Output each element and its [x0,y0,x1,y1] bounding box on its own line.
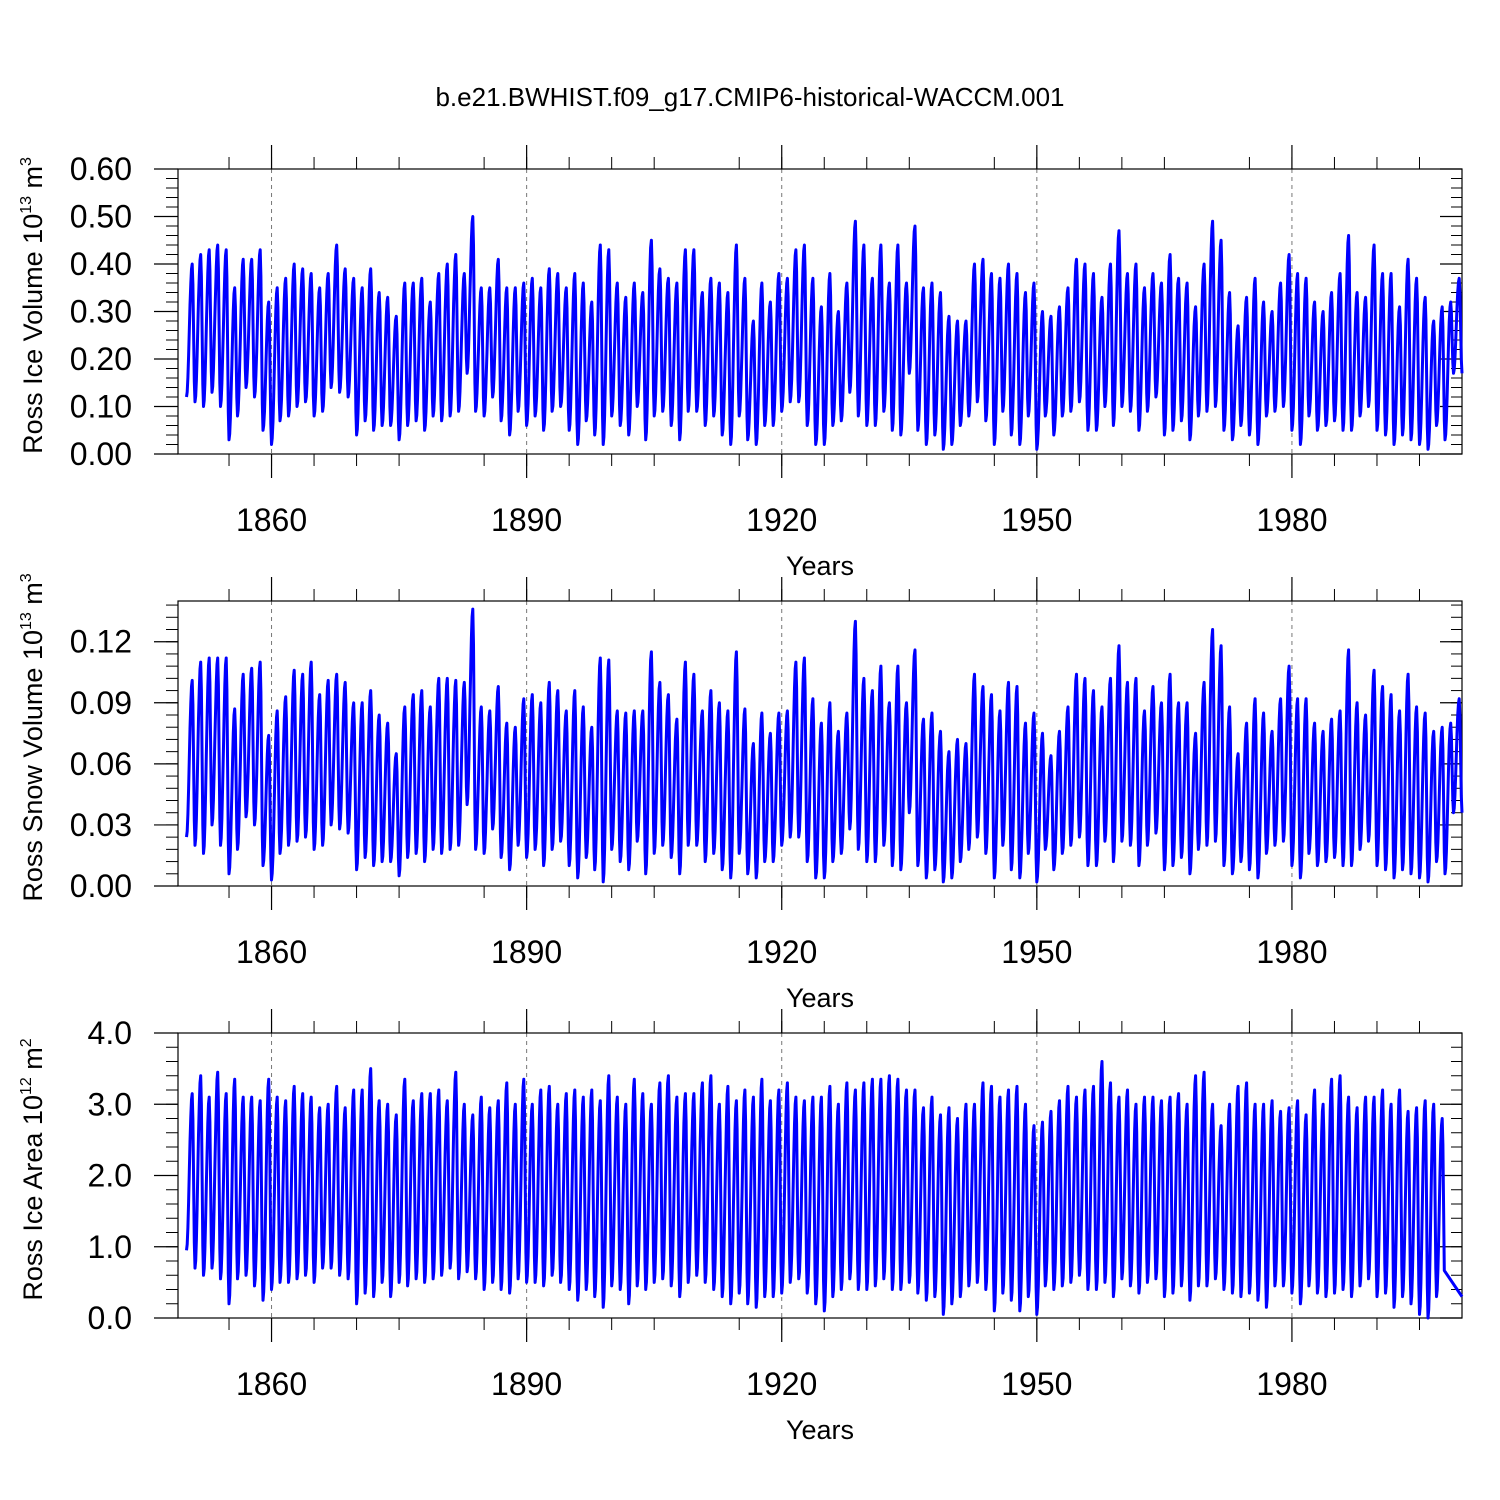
x-tick-label: 1980 [1256,1366,1327,1402]
x-tick-label: 1890 [491,1366,562,1402]
figure-title: b.e21.BWHIST.f09_g17.CMIP6-historical-WA… [435,82,1064,112]
y-axis-title-text: Ross Ice Area 10 [18,1095,48,1301]
plot-frame [177,600,1463,887]
y-tick-label: 0.09 [70,685,132,721]
y-axis-title: Ross Ice Volume 1013 m3 [18,157,48,454]
y-axis-title-unit-exponent: 3 [18,573,35,582]
x-tick-label: 1920 [746,1366,817,1402]
x-tick-label: 1920 [746,502,817,538]
x-tick-label: 1980 [1256,934,1327,970]
x-tick-label: 1950 [1001,934,1072,970]
y-axis-title-unit-exponent: 2 [18,1038,35,1047]
x-tick-label: 1860 [236,934,307,970]
x-tick-label: 1860 [236,502,307,538]
x-tick-label: 1950 [1001,1366,1072,1402]
series-line [185,215,1464,451]
y-tick-label: 0.00 [70,436,132,472]
x-axis-title: Years [786,551,854,581]
x-tick-label: 1890 [491,502,562,538]
y-tick-label: 4.0 [88,1015,132,1051]
y-axis-title-exponent: 13 [18,612,35,630]
y-axis-title-text: Ross Ice Volume 10 [18,214,48,454]
x-tick-label: 1890 [491,934,562,970]
y-axis-title-unit: m [18,166,48,196]
series-line [185,1060,1464,1320]
chart-panel-2: 0.00 0.03 0.06 0.09 0.12 1860 1890 1920 1950 1980… [18,573,1464,1013]
x-tick-label: 1860 [236,1366,307,1402]
y-tick-label: 0.0 [88,1300,132,1336]
x-tick-label: 1920 [746,934,817,970]
y-tick-label: 0.00 [70,868,132,904]
x-axis-title: Years [786,983,854,1013]
chart-panel-1: 0.00 0.10 0.20 0.30 0.40 0.50 0.60 1860 1890 1920… [18,145,1464,581]
y-tick-label: 0.20 [70,341,132,377]
y-tick-label: 0.03 [70,807,132,843]
chart-panels: 0.00 0.10 0.20 0.30 0.40 0.50 0.60 1860 1890 1920… [18,145,1464,1445]
y-tick-label: 0.30 [70,294,132,330]
x-tick-label: 1950 [1001,502,1072,538]
x-tick-label: 1980 [1256,502,1327,538]
y-tick-label: 0.10 [70,389,132,425]
y-tick-label: 2.0 [88,1158,132,1194]
y-axis-title-unit: m [18,1047,48,1077]
y-axis-title-text: Ross Snow Volume 10 [18,630,48,902]
series-line [185,607,1464,884]
y-axis-title-unit: m [18,582,48,612]
y-tick-label: 0.60 [70,151,132,187]
y-axis-title-unit-exponent: 3 [18,157,35,166]
y-tick-label: 0.12 [70,624,132,660]
y-axis-title: Ross Snow Volume 1013 m3 [18,573,48,901]
y-axis-title-exponent: 12 [18,1077,35,1095]
y-tick-label: 0.40 [70,246,132,282]
y-tick-label: 0.06 [70,746,132,782]
x-axis-title: Years [786,1415,854,1445]
y-tick-label: 1.0 [88,1229,132,1265]
chart-panel-3: 0.0 1.0 2.0 3.0 4.0 1860 1890 1920 1950 1980 Years… [18,1009,1464,1445]
y-axis-title: Ross Ice Area 1012 m2 [18,1038,48,1300]
y-tick-label: 3.0 [88,1086,132,1122]
y-axis-title-exponent: 13 [18,196,35,214]
y-tick-label: 0.50 [70,199,132,235]
